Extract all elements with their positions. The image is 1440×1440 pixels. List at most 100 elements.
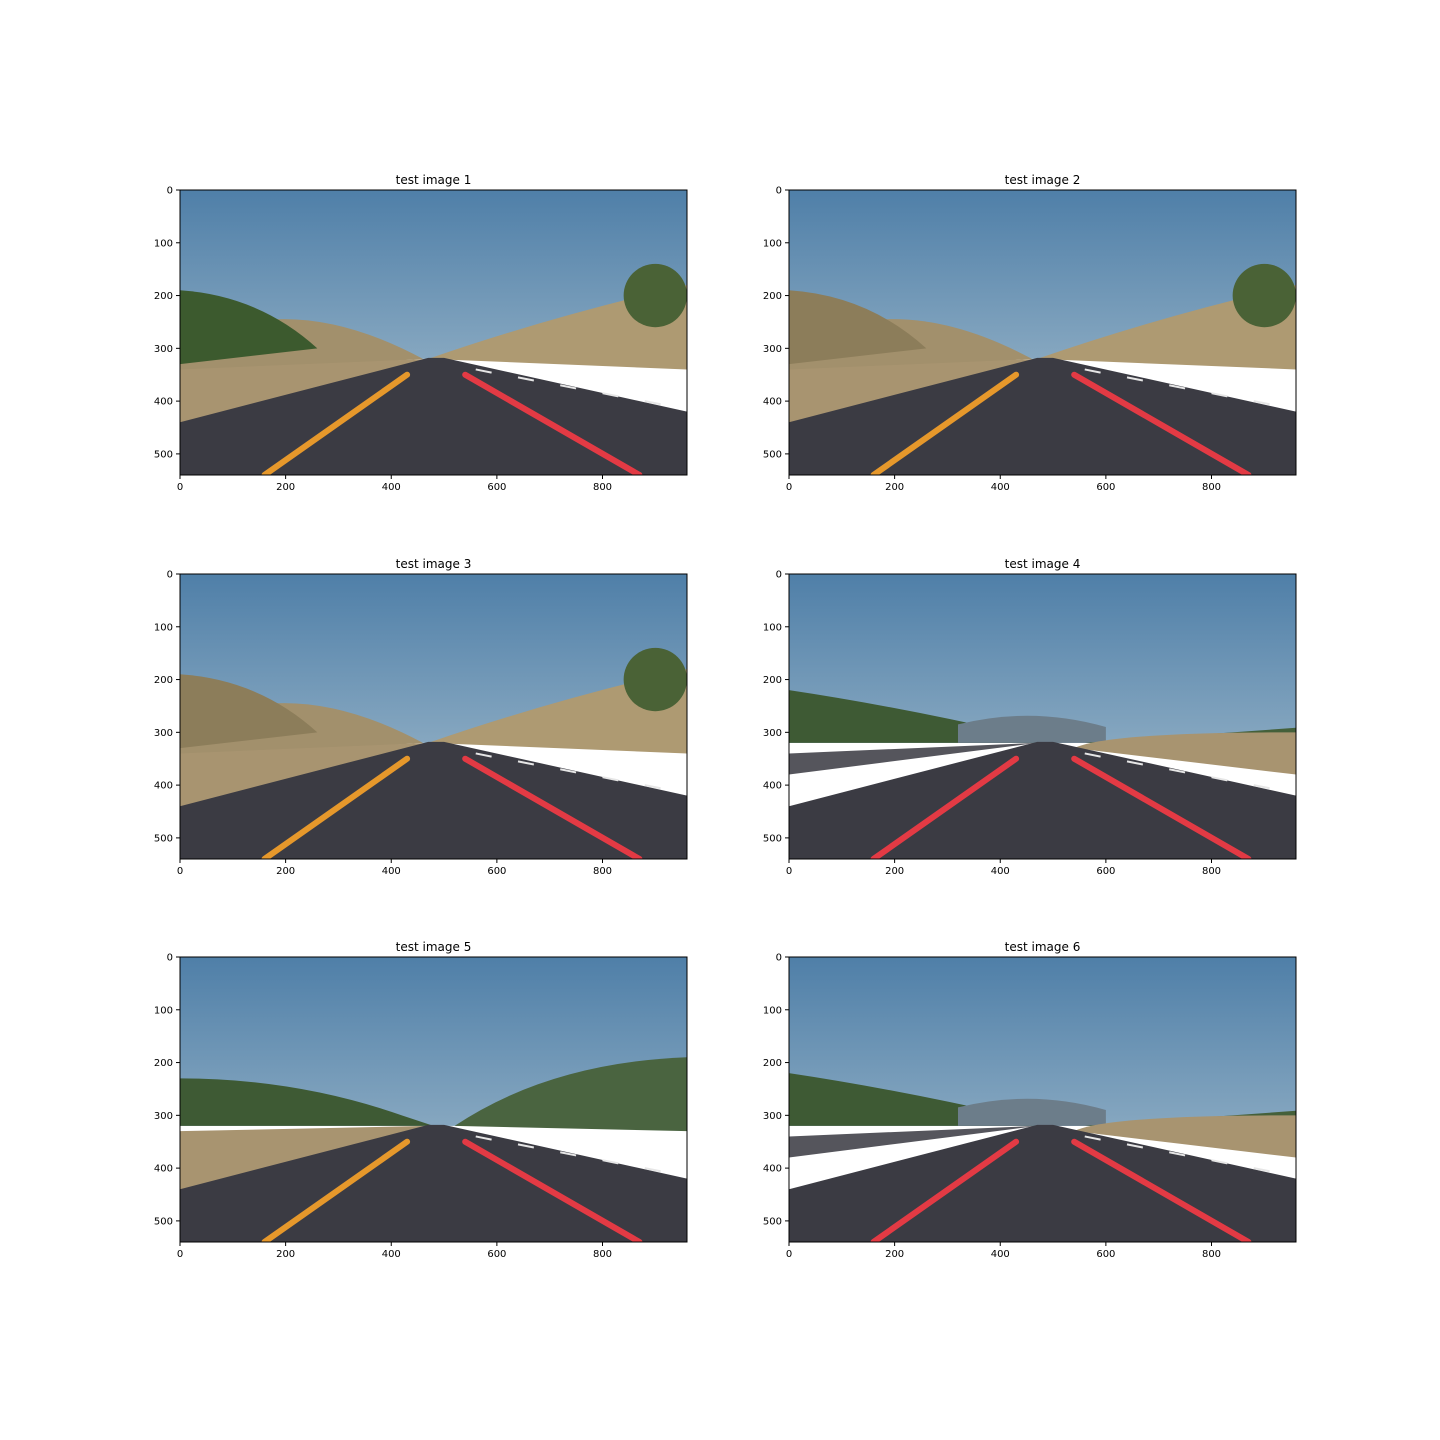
panel-4-image [789,574,1296,859]
x-tick-label: 0 [786,482,792,493]
y-tick-label: 400 [154,781,173,792]
lane-dash [517,1143,535,1149]
tree-right [623,647,687,712]
tree-line-left [180,1078,434,1126]
dry-grass-right [1074,732,1296,775]
y-tick-label: 500 [154,449,173,460]
x-tick-label: 200 [885,866,904,877]
left-lane-line [261,371,411,475]
y-tick-label: 400 [763,781,782,792]
vegetation-left [180,674,318,749]
panel-title: test image 1 [396,173,472,187]
lane-dash [560,1151,577,1157]
panel-title: test image 4 [1005,557,1081,571]
panel-6: test image 6 0 200 400 600 800 0 100 200 300 400 50… [763,940,1297,1260]
dry-grass-left [180,1125,429,1211]
distant-mountains [958,1098,1106,1126]
vegetation-left [789,290,927,365]
tree-line-right [454,1057,687,1132]
y-tick-label: 500 [154,1216,173,1227]
axes-frame [179,573,688,860]
y-tick-label: 400 [154,397,173,408]
hill-right [428,669,687,754]
lane-dash [1211,1159,1228,1165]
hill-right [1037,285,1296,370]
axes-frame [788,956,1297,1243]
lane-dash [1169,1151,1186,1157]
y-tick-label: 200 [763,675,782,686]
y-tick-label: 200 [154,291,173,302]
panel-title: test image 5 [396,940,472,954]
x-tick-label: 600 [487,866,506,877]
panel-title: test image 6 [1005,940,1081,954]
tree-right [1232,263,1296,328]
x-tick-label: 400 [991,482,1010,493]
x-tick-label: 200 [885,1249,904,1260]
lane-dash [1253,400,1270,406]
panel-1-image [180,190,687,475]
lane-dash [1126,760,1144,766]
x-tick-label: 800 [593,1249,612,1260]
y-tick-label: 100 [763,1005,782,1016]
lane-dash [475,752,492,758]
y-tick-label: 300 [763,728,782,739]
axes-frame [788,189,1297,476]
x-tick-label: 600 [1096,866,1115,877]
x-tick-label: 800 [593,482,612,493]
right-lane-line [462,755,643,859]
y-tick-label: 100 [763,622,782,633]
distant-mountains [958,715,1106,743]
y-tick-label: 200 [763,1058,782,1069]
x-tick-label: 600 [1096,1249,1115,1260]
x-tick-label: 400 [991,1249,1010,1260]
y-tick-label: 200 [763,291,782,302]
x-tick-label: 800 [1202,482,1221,493]
lane-dash [1253,784,1270,790]
panel-2: test image 2 0 200 400 600 800 0 100 200 300 400 50… [763,173,1297,493]
hill-right [428,285,687,370]
y-tick-label: 500 [763,449,782,460]
x-tick-label: 0 [786,1249,792,1260]
y-tick-label: 400 [154,1164,173,1175]
lane-dash [1211,392,1228,398]
y-tick-label: 500 [154,833,173,844]
lane-dash [1084,368,1101,374]
y-tick-label: 100 [154,238,173,249]
y-tick-label: 200 [154,675,173,686]
panel-6-image [789,957,1296,1242]
x-tick-label: 200 [885,482,904,493]
lane-dash [475,1135,492,1141]
right-lane-line [1071,755,1252,859]
right-lane-line [462,1138,643,1242]
panel-3: test image 3 0 200 400 600 800 0 100 200 300 400 50… [154,557,688,877]
lane-dash [1126,1143,1144,1149]
x-tick-label: 800 [1202,866,1221,877]
y-tick-label: 300 [154,728,173,739]
left-lane-line [870,1138,1020,1242]
panel-title: test image 3 [396,557,472,571]
y-tick-label: 0 [776,186,782,197]
y-tick-label: 500 [763,1216,782,1227]
lane-dash [1169,768,1186,774]
lane-dash [602,1159,619,1165]
dry-grass-right [1074,1115,1296,1158]
tree-right [623,263,687,328]
lane-dash [644,784,661,790]
y-tick-label: 0 [776,953,782,964]
lane-dash [517,760,535,766]
panel-title: test image 2 [1005,173,1081,187]
left-lane-line [870,371,1020,475]
vegetation-left [180,290,318,365]
lane-dash [1084,1135,1101,1141]
y-tick-label: 500 [763,833,782,844]
axes-frame [179,956,688,1243]
x-tick-label: 400 [382,482,401,493]
lane-dash [560,768,577,774]
y-tick-label: 0 [776,570,782,581]
panel-2-image [789,190,1296,475]
x-tick-label: 600 [1096,482,1115,493]
y-tick-label: 0 [167,570,173,581]
lane-dash [475,368,492,374]
right-lane-line [462,371,643,475]
panel-5-image [180,957,687,1242]
